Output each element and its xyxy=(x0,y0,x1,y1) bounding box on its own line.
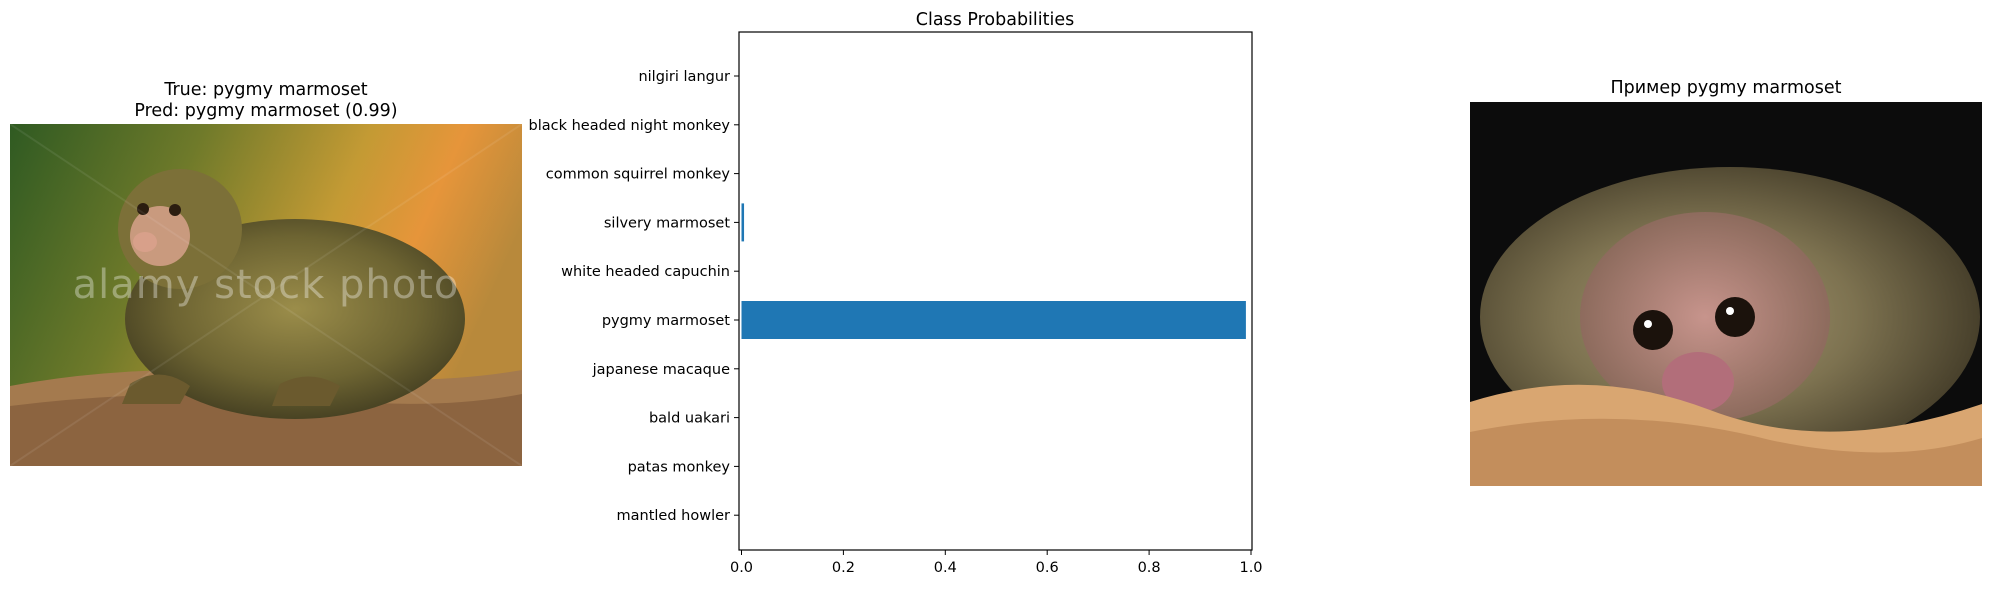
bar-pygmy-marmoset xyxy=(741,301,1246,339)
y-tick-label: silvery marmoset xyxy=(604,215,730,231)
x-tick-label: 0.8 xyxy=(1138,560,1161,576)
right-panel-title: Пример pygmy marmoset xyxy=(1610,78,1842,98)
y-tick-label: nilgiri langur xyxy=(638,69,730,85)
y-tick-label: black headed night monkey xyxy=(528,118,730,134)
y-tick-label: mantled howler xyxy=(617,508,731,524)
y-tick-label: pygmy marmoset xyxy=(602,313,730,329)
bar-silvery-marmoset xyxy=(741,203,745,242)
right-photo xyxy=(1470,102,1982,486)
watermark-logo: alamy stock photo xyxy=(72,262,460,308)
x-tick-label: 0.6 xyxy=(1036,560,1059,576)
x-tick-label: 0.2 xyxy=(832,560,855,576)
x-tick-label: 1.0 xyxy=(1239,560,1262,576)
y-tick-label: patas monkey xyxy=(628,459,731,475)
y-tick-label: japanese macaque xyxy=(592,362,730,378)
y-tick-label: common squirrel monkey xyxy=(546,167,731,183)
true-label: True: pygmy marmoset xyxy=(164,80,368,100)
y-tick-label: white headed capuchin xyxy=(561,264,730,280)
plot-area xyxy=(738,31,1253,551)
y-tick-label: bald uakari xyxy=(649,411,730,427)
x-tick-label: 0.0 xyxy=(730,560,753,576)
chart-title: Class Probabilities xyxy=(916,10,1075,30)
left-panel-title: True: pygmy marmoset Pred: pygmy marmose… xyxy=(10,80,522,122)
x-tick-label: 0.4 xyxy=(934,560,957,576)
left-photo: alamy stock photo xyxy=(10,124,522,466)
pred-label: Pred: pygmy marmoset (0.99) xyxy=(134,101,398,121)
